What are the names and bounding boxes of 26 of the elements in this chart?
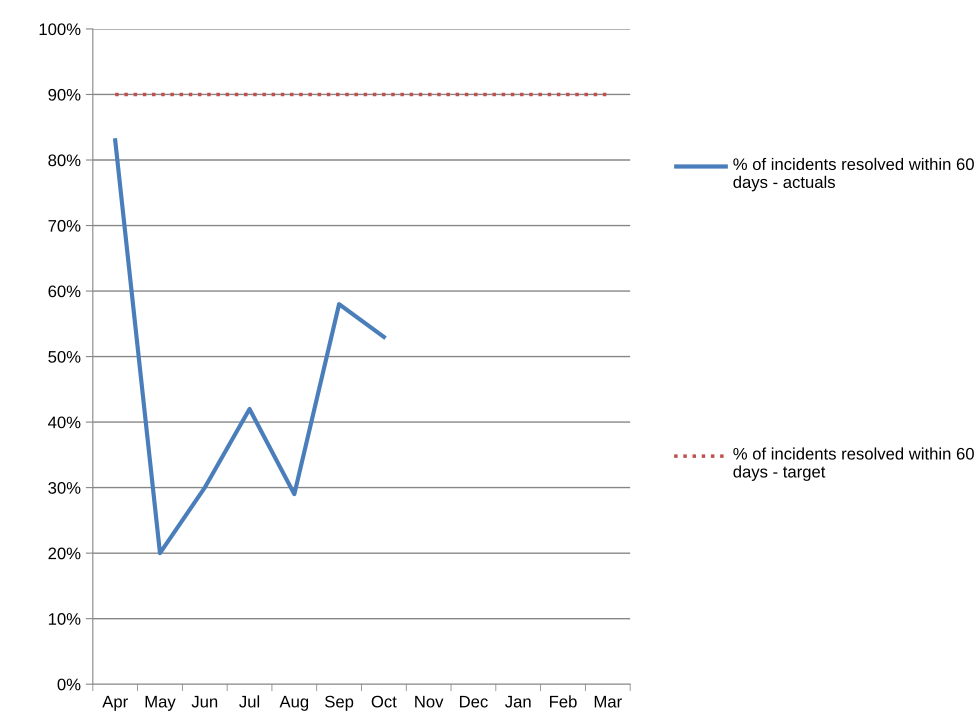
x-tick-label: Nov xyxy=(415,696,444,708)
y-tick-label: 20% xyxy=(48,548,80,560)
y-tick-label: 90% xyxy=(48,88,80,101)
y-tick-label: 100% xyxy=(40,23,80,36)
x-tick-label: Apr xyxy=(102,696,128,711)
y-tick-label: 0% xyxy=(58,678,80,690)
x-tick-label: Mar xyxy=(594,696,622,708)
x-tick-label: Aug xyxy=(280,696,308,711)
y-tick-label: 80% xyxy=(48,154,80,166)
legend-label: % of incidents resolved within 60 days - actuals xyxy=(733,158,974,192)
x-tick-label: Oct xyxy=(372,696,397,708)
x-tick-label: Feb xyxy=(550,695,577,708)
y-tick-label: 50% xyxy=(48,350,80,363)
y-tick-label: 70% xyxy=(48,220,80,232)
line-series xyxy=(113,138,386,556)
y-tick-label: 10% xyxy=(48,613,80,625)
y-tick-label: 60% xyxy=(48,285,80,298)
x-tick-label: Sep xyxy=(325,696,354,711)
legend-label: % of incidents resolved within 60 days - target xyxy=(733,447,974,481)
x-tick-label: Dec xyxy=(460,696,488,708)
x-tick-label: Jul xyxy=(239,695,260,708)
x-tick-label: Jan xyxy=(505,696,531,708)
y-tick-label: 40% xyxy=(48,416,80,428)
y-tick-label: 30% xyxy=(48,482,80,494)
x-tick-label: May xyxy=(146,696,176,711)
x-tick-label: Jun xyxy=(192,696,218,708)
